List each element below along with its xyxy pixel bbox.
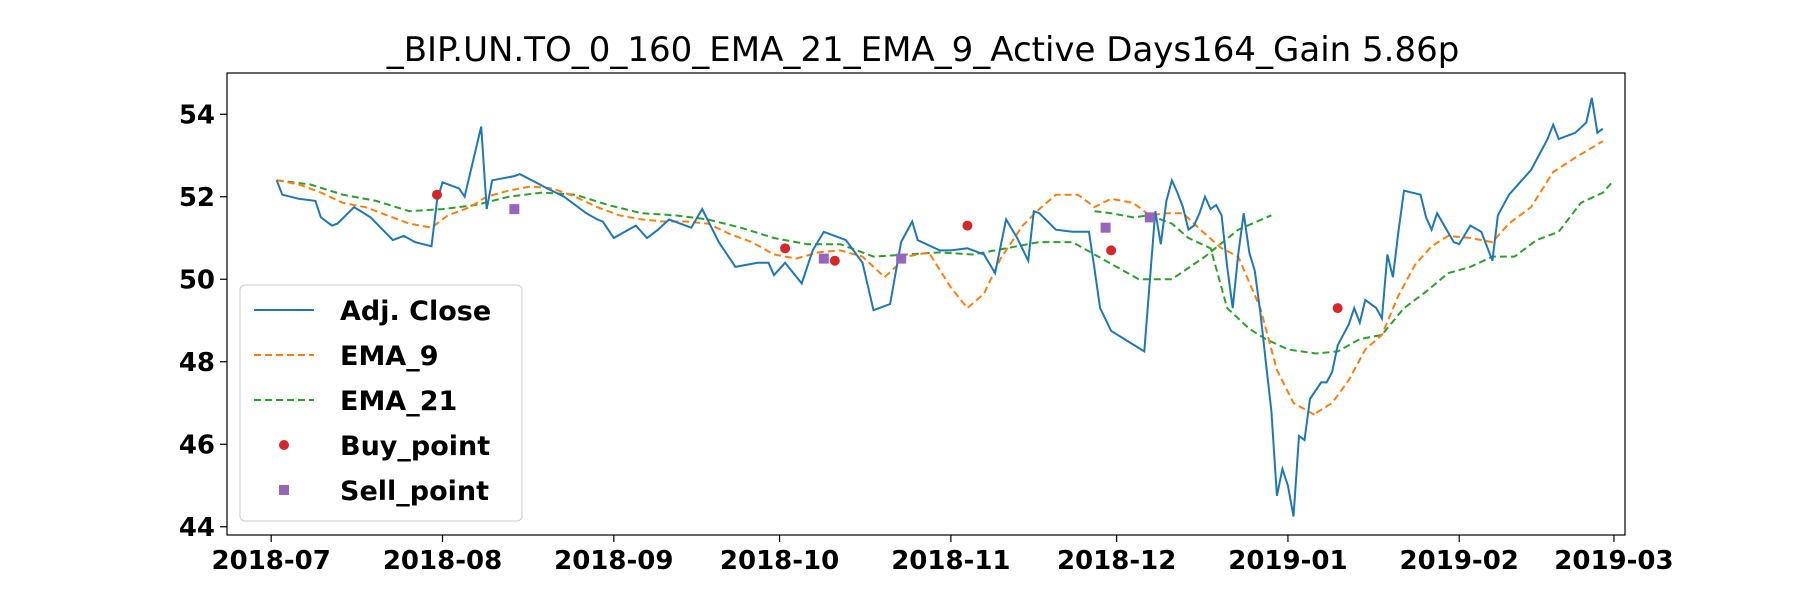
- x-tick-label: 2018-09: [554, 546, 673, 576]
- x-tick-label: 2019-02: [1400, 546, 1519, 576]
- x-tick-label: 2019-03: [1554, 546, 1673, 576]
- sell-point: [818, 253, 829, 264]
- axis-layer: 2018-07 2018-08 2018-09 2018-10 2018-11 2018-…: [179, 100, 1674, 576]
- y-tick-label: 48: [179, 348, 215, 378]
- legend-swatch: [279, 485, 289, 495]
- x-tick-label: 2019-01: [1228, 546, 1347, 576]
- x-tick-label: 2018-07: [212, 546, 331, 576]
- legend-box: [239, 284, 523, 522]
- buy-point: [962, 220, 973, 231]
- legend-label: EMA_21: [340, 386, 457, 417]
- x-tick-label: 2018-12: [1057, 546, 1176, 576]
- sell-point: [896, 253, 907, 264]
- ema21-line-late: [1094, 179, 1615, 355]
- x-tick-label: 2018-10: [720, 546, 839, 576]
- y-tick-label: 54: [179, 100, 215, 130]
- legend-label: EMA_9: [340, 341, 439, 372]
- ema21-line: [276, 179, 1272, 281]
- adj-close-line: [275, 97, 1604, 517]
- chart-title: _BIP.UN.TO_0_160_EMA_21_EMA_9_Active Day…: [386, 30, 1460, 70]
- buy-point: [431, 189, 442, 200]
- x-tick-label: 2018-08: [383, 546, 502, 576]
- legend-label: Sell_point: [340, 476, 489, 507]
- x-tick-label: 2018-11: [891, 546, 1010, 576]
- sell-point: [1144, 212, 1155, 223]
- y-tick-label: 50: [179, 265, 215, 295]
- buy-point: [1106, 245, 1117, 256]
- y-tick-label: 44: [179, 513, 215, 543]
- legend-label: Adj. Close: [340, 296, 491, 327]
- buy-point: [829, 255, 840, 266]
- sell-point: [509, 204, 520, 215]
- sell-point: [1100, 222, 1111, 233]
- legend-label: Buy_point: [340, 431, 490, 462]
- series-layer: [275, 97, 1615, 517]
- marker-layer: [431, 189, 1343, 314]
- plot-frame: [226, 72, 1626, 536]
- y-tick-label: 52: [179, 183, 215, 213]
- legend: Adj. Close EMA_9 EMA_21 Buy_point Sell_point: [239, 284, 523, 522]
- legend-swatch: [279, 440, 289, 450]
- buy-point: [780, 243, 791, 254]
- buy-point: [1332, 303, 1343, 314]
- y-tick-label: 46: [179, 430, 215, 460]
- ema9-line: [276, 140, 1604, 418]
